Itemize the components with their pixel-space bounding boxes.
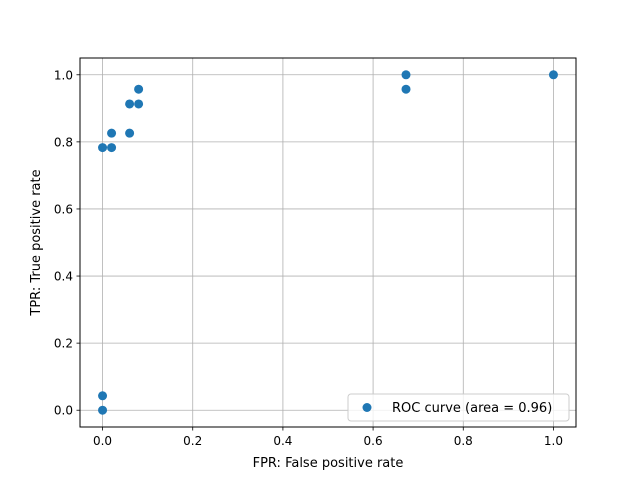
x-tick-label: 0.6 bbox=[364, 434, 383, 448]
y-tick-label: 0.0 bbox=[54, 404, 73, 418]
data-point bbox=[125, 99, 135, 109]
data-point bbox=[401, 84, 411, 94]
x-tick-label: 0.8 bbox=[454, 434, 473, 448]
x-tick-label: 0.4 bbox=[273, 434, 292, 448]
data-point bbox=[98, 391, 108, 401]
data-point bbox=[401, 70, 411, 80]
data-points bbox=[98, 70, 558, 415]
legend: ROC curve (area = 0.96) bbox=[347, 393, 570, 422]
plot-frame bbox=[79, 57, 577, 428]
y-tick-label: 0.6 bbox=[54, 202, 73, 216]
data-point bbox=[134, 99, 144, 109]
y-axis-label: TPR: True positive rate bbox=[29, 169, 44, 316]
data-point bbox=[98, 143, 108, 153]
x-axis-label: FPR: False positive rate bbox=[253, 456, 404, 471]
data-point bbox=[107, 143, 117, 153]
y-tick-label: 1.0 bbox=[54, 68, 73, 82]
data-point bbox=[107, 128, 117, 138]
data-point bbox=[134, 84, 144, 94]
y-tick-label: 0.2 bbox=[54, 337, 73, 351]
axis-ticks: 0.0 0.2 0.4 0.6 0.8 1.0 0.0 0.2 0.4 0.6 0.8 1.0 bbox=[54, 68, 563, 448]
legend-marker bbox=[362, 403, 372, 412]
data-point bbox=[548, 70, 558, 80]
legend-label: ROC curve (area = 0.96) bbox=[392, 401, 552, 416]
y-tick-label: 0.4 bbox=[54, 270, 73, 284]
legend-box bbox=[347, 393, 570, 422]
data-point bbox=[98, 405, 108, 415]
data-point bbox=[125, 128, 135, 138]
x-tick-label: 0.2 bbox=[183, 434, 202, 448]
y-tick-label: 0.8 bbox=[54, 135, 73, 149]
x-tick-label: 0.0 bbox=[93, 434, 112, 448]
grid-lines bbox=[80, 58, 576, 427]
x-tick-label: 1.0 bbox=[544, 434, 563, 448]
